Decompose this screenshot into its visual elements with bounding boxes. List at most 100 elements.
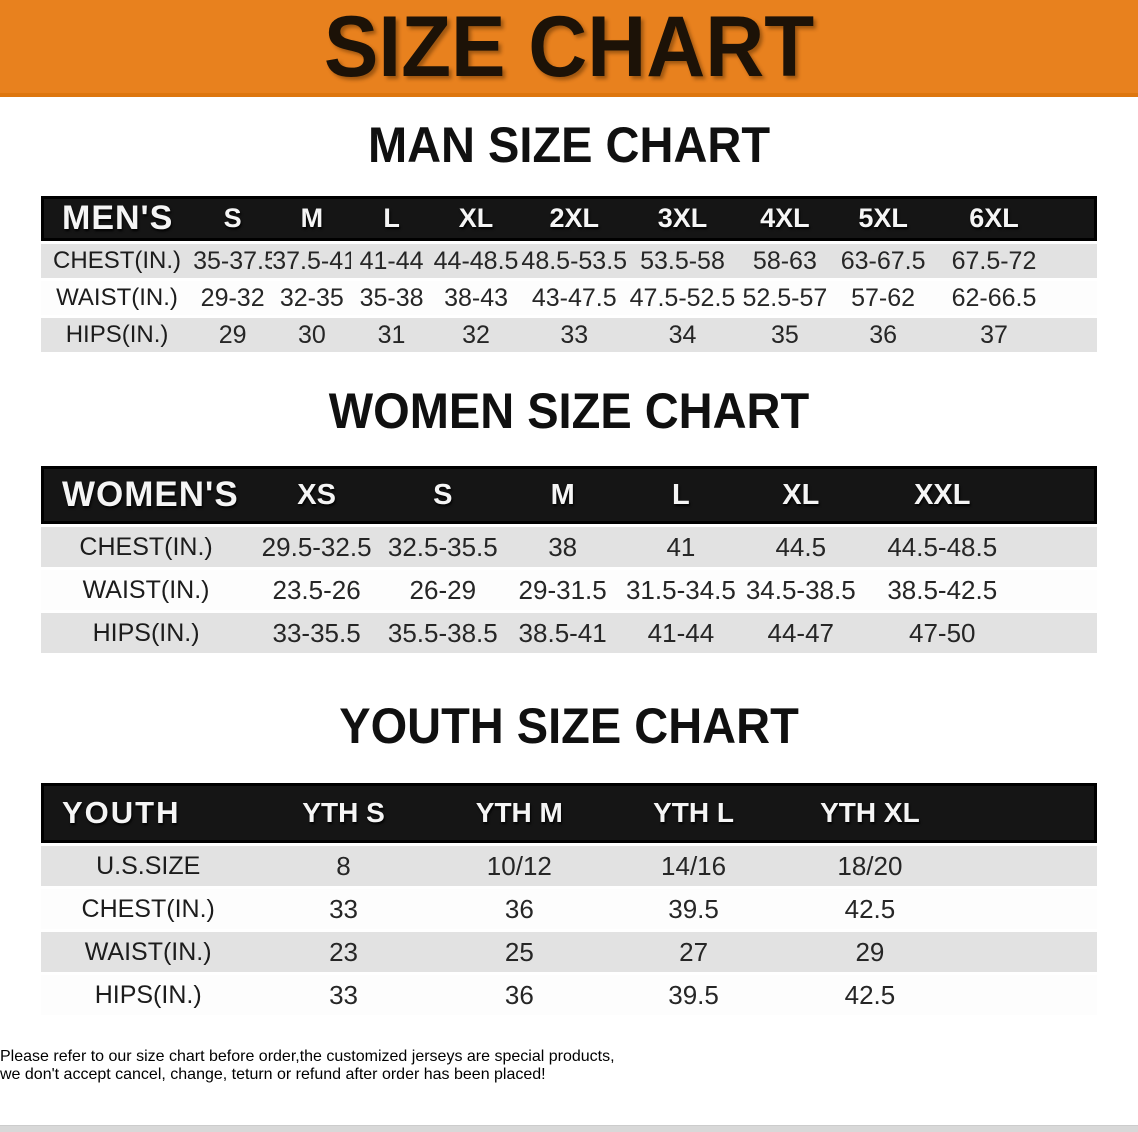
mens-size-value-cell: 31 xyxy=(351,318,432,352)
womens-size-value-cell: 41-44 xyxy=(621,613,741,653)
youth-size-value-cell: 36 xyxy=(431,889,607,929)
womens-size-value-cell: 38.5-41 xyxy=(503,613,622,653)
youth-row-label-cell: WAIST(IN.) xyxy=(41,932,256,972)
youth-size-table: YOUTH YTH S YTH M YTH L YTH XL U.S.SIZE 8 10/12… xyxy=(41,780,1097,1018)
mens-size-value-cell: 57-62 xyxy=(832,281,934,315)
womens-size-value-cell: 44.5-48.5 xyxy=(861,527,1024,567)
youth-size-value-cell: 14/16 xyxy=(606,846,781,886)
mens-size-value-cell: 35-37.5 xyxy=(193,244,273,278)
youth-size-table-container: YOUTH YTH S YTH M YTH L YTH XL U.S.SIZE 8 10/12… xyxy=(0,780,1138,1018)
womens-size-value-cell: 41 xyxy=(621,527,741,567)
youth-size-column-header: YTH XL xyxy=(780,783,960,843)
youth-size-section: YOUTH SIZE CHART YOUTH YTH S YTH M YTH L YTH… xyxy=(0,698,1138,1018)
womens-size-value-cell: 38.5-42.5 xyxy=(861,570,1024,610)
youth-data-row: CHEST(IN.) 33 36 39.5 42.5 xyxy=(41,889,1097,929)
mens-size-value-cell: 47.5-52.5 xyxy=(628,281,737,315)
mens-data-row: WAIST(IN.) 29-32 32-35 35-38 38-43 43-47.5 47.… xyxy=(41,281,1097,315)
mens-size-value-cell: 44-48.5 xyxy=(431,244,521,278)
women-size-heading: WOMEN SIZE CHART xyxy=(328,383,810,439)
order-notice-line-1: Please refer to our size chart before or… xyxy=(0,1048,615,1065)
youth-size-heading: YOUTH SIZE CHART xyxy=(339,698,799,754)
man-size-heading: MAN SIZE CHART xyxy=(367,117,771,173)
size-chart-content: MAN SIZE CHART MEN'S S M L XL 2XL 3XL 4XL 5XL 6XL… xyxy=(0,117,1138,1084)
mens-row-label-cell: HIPS(IN.) xyxy=(41,318,194,352)
mens-size-value-cell: 32 xyxy=(431,318,521,352)
mens-size-value-cell: 67.5-72 xyxy=(933,244,1055,278)
banner: SIZE CHART xyxy=(0,0,1138,97)
mens-size-value-cell: 37.5-41 xyxy=(272,244,352,278)
womens-size-column-header: L xyxy=(621,466,741,524)
mens-size-column-header: 3XL xyxy=(628,196,737,241)
womens-size-column-header: XS xyxy=(251,466,383,524)
womens-size-value-cell: 35.5-38.5 xyxy=(382,613,504,653)
youth-size-column-header: YTH S xyxy=(255,783,432,843)
youth-data-row: WAIST(IN.) 23 25 27 29 xyxy=(41,932,1097,972)
mens-row-label-cell: WAIST(IN.) xyxy=(41,281,194,315)
womens-size-column-header: S xyxy=(382,466,504,524)
womens-size-value-cell: 29-31.5 xyxy=(503,570,622,610)
youth-header-filler-cell xyxy=(959,783,1097,843)
womens-size-value-cell: 31.5-34.5 xyxy=(621,570,741,610)
womens-size-value-cell: 34.5-38.5 xyxy=(740,570,862,610)
mens-data-row: HIPS(IN.) 29 30 31 32 33 34 35 36 37 xyxy=(41,318,1097,352)
womens-data-row: HIPS(IN.) 33-35.5 35.5-38.5 38.5-41 41-44 44-… xyxy=(41,613,1097,653)
youth-header-row: YOUTH YTH S YTH M YTH L YTH XL xyxy=(41,783,1097,843)
womens-size-column-header: XXL xyxy=(861,466,1024,524)
mens-size-value-cell: 30 xyxy=(272,318,352,352)
youth-size-column-header: YTH M xyxy=(431,783,607,843)
youth-size-value-cell: 18/20 xyxy=(780,846,960,886)
womens-size-value-cell: 44.5 xyxy=(740,527,862,567)
mens-size-value-cell: 43-47.5 xyxy=(520,281,629,315)
womens-size-column-header: XL xyxy=(740,466,862,524)
women-size-section: WOMEN SIZE CHART WOMEN'S XS S M L XL XXL CHEST(… xyxy=(0,383,1138,656)
womens-row-filler-cell xyxy=(1023,570,1097,610)
womens-header-row: WOMEN'S XS S M L XL XXL xyxy=(41,466,1097,524)
youth-table-title-cell: YOUTH xyxy=(41,783,256,843)
womens-size-value-cell: 26-29 xyxy=(382,570,504,610)
mens-size-value-cell: 37 xyxy=(933,318,1055,352)
mens-size-table-container: MEN'S S M L XL 2XL 3XL 4XL 5XL 6XL CHEST(IN.) 35-37… xyxy=(0,193,1138,355)
order-notice-line-2: we don't accept cancel, change, teturn o… xyxy=(0,1066,546,1083)
womens-size-value-cell: 29.5-32.5 xyxy=(251,527,383,567)
page-title: SIZE CHART xyxy=(323,0,815,95)
youth-size-value-cell: 23 xyxy=(255,932,432,972)
womens-row-label-cell: CHEST(IN.) xyxy=(41,527,252,567)
mens-size-table: MEN'S S M L XL 2XL 3XL 4XL 5XL 6XL CHEST(IN.) 35-37… xyxy=(41,193,1097,355)
mens-size-value-cell: 48.5-53.5 xyxy=(520,244,629,278)
bottom-edge-strip xyxy=(0,1125,1138,1132)
mens-size-column-header: 6XL xyxy=(933,196,1055,241)
youth-row-label-cell: CHEST(IN.) xyxy=(41,889,256,929)
mens-size-column-header: S xyxy=(193,196,273,241)
youth-size-value-cell: 36 xyxy=(431,975,607,1015)
mens-row-filler-cell xyxy=(1054,244,1097,278)
womens-size-value-cell: 23.5-26 xyxy=(251,570,383,610)
youth-data-row: HIPS(IN.) 33 36 39.5 42.5 xyxy=(41,975,1097,1015)
womens-data-row: WAIST(IN.) 23.5-26 26-29 29-31.5 31.5-34.5 34… xyxy=(41,570,1097,610)
mens-size-value-cell: 63-67.5 xyxy=(832,244,934,278)
womens-size-table: WOMEN'S XS S M L XL XXL CHEST(IN.) 29.5-32.5 32.5… xyxy=(41,463,1097,656)
womens-size-value-cell: 47-50 xyxy=(861,613,1024,653)
mens-row-filler-cell xyxy=(1054,281,1097,315)
youth-size-value-cell: 8 xyxy=(255,846,432,886)
youth-size-value-cell: 10/12 xyxy=(431,846,607,886)
mens-size-column-header: 5XL xyxy=(832,196,934,241)
youth-size-value-cell: 42.5 xyxy=(780,975,960,1015)
womens-row-filler-cell xyxy=(1023,613,1097,653)
youth-size-value-cell: 39.5 xyxy=(606,889,781,929)
mens-size-value-cell: 32-35 xyxy=(272,281,352,315)
youth-size-value-cell: 27 xyxy=(606,932,781,972)
youth-size-value-cell: 39.5 xyxy=(606,975,781,1015)
womens-row-label-cell: HIPS(IN.) xyxy=(41,613,252,653)
womens-size-column-header: M xyxy=(503,466,622,524)
youth-size-value-cell: 42.5 xyxy=(780,889,960,929)
womens-row-filler-cell xyxy=(1023,527,1097,567)
mens-size-value-cell: 34 xyxy=(628,318,737,352)
mens-size-column-header: M xyxy=(272,196,352,241)
mens-size-value-cell: 38-43 xyxy=(431,281,521,315)
mens-size-value-cell: 58-63 xyxy=(736,244,833,278)
youth-row-label-cell: HIPS(IN.) xyxy=(41,975,256,1015)
mens-header-filler-cell xyxy=(1054,196,1097,241)
youth-row-label-cell: U.S.SIZE xyxy=(41,846,256,886)
youth-row-filler-cell xyxy=(959,889,1097,929)
mens-size-column-header: 2XL xyxy=(520,196,629,241)
